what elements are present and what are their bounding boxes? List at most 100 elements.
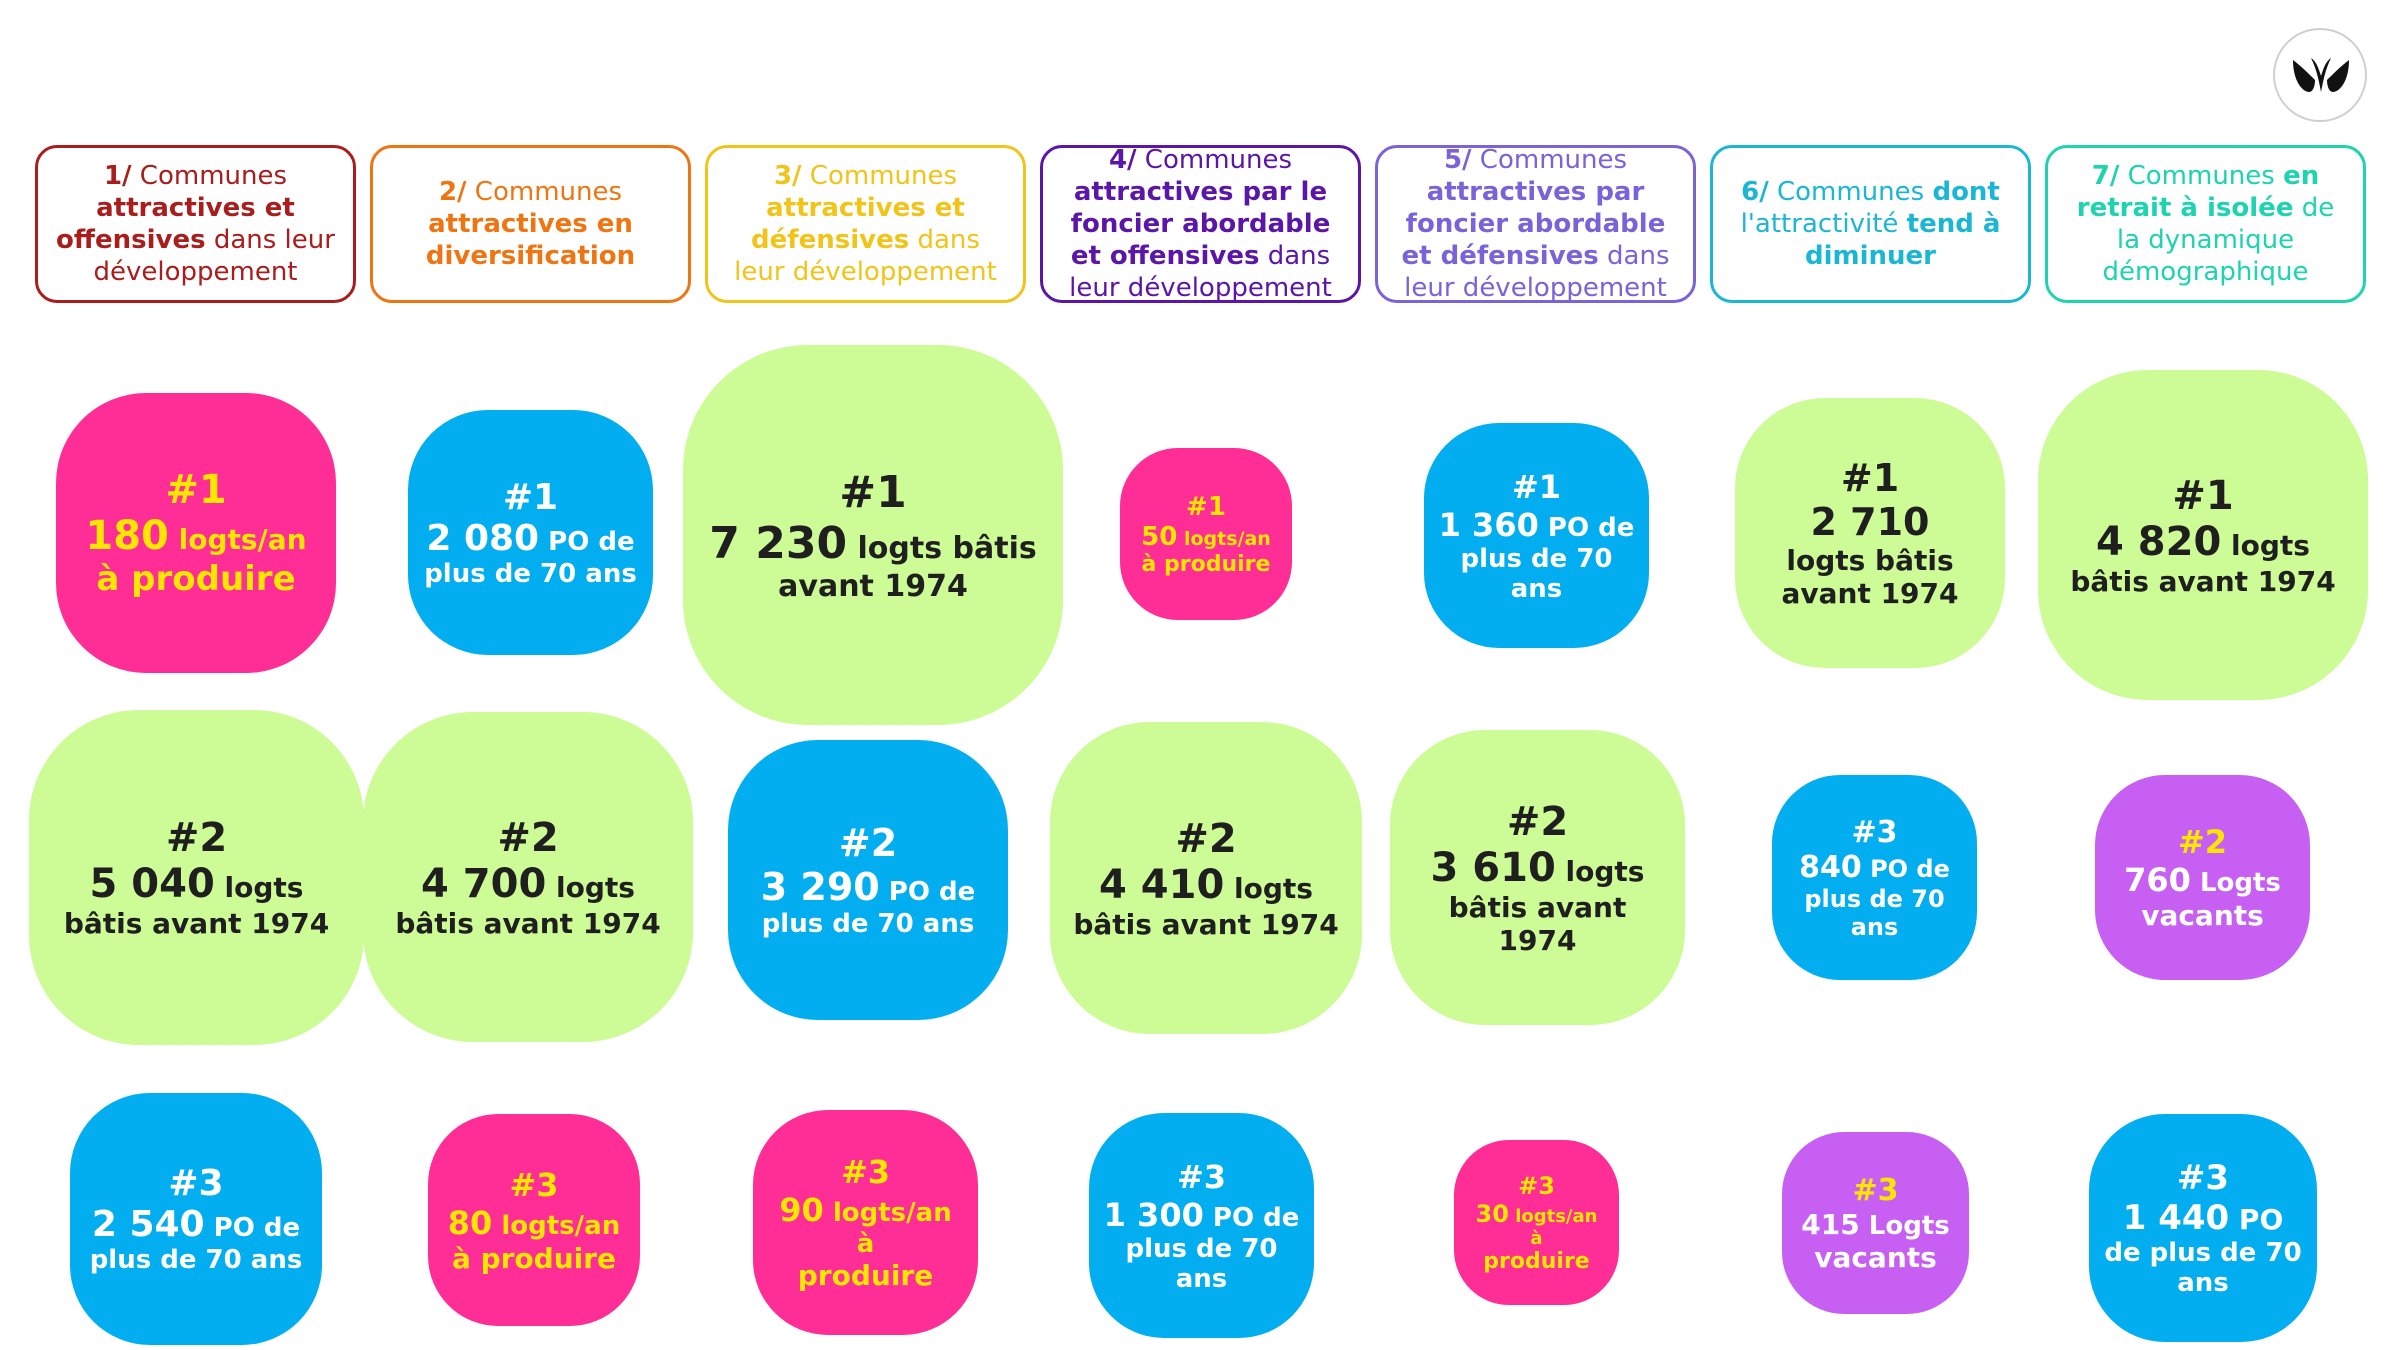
- bubble-rank: #2: [2177, 823, 2228, 861]
- bubble-c2-r3: #3 80 logts/an à produire: [428, 1114, 640, 1326]
- category-header-3: 3/ Communes attractives et défensives da…: [705, 145, 1026, 303]
- bubble-unit: Logts: [1859, 1210, 1950, 1241]
- bubble-value: 415: [1801, 1207, 1860, 1241]
- bubble-c7-r3: #3 1 440 PO de plus de 70 ans: [2089, 1114, 2317, 1342]
- bubble-line2: à produire: [96, 559, 296, 599]
- bubble-c1-r2: #2 5 040 logts bâtis avant 1974: [29, 710, 364, 1045]
- bubble-c2-r2: #2 4 700 logts bâtis avant 1974: [363, 712, 693, 1042]
- bubble-line2: vacants: [2141, 899, 2264, 932]
- bubble-unit: logts/an: [168, 523, 307, 556]
- bubble-rank: #1: [1186, 491, 1226, 522]
- bubble-unit: logts: [214, 871, 304, 904]
- bubble-c3-r1: #1 7 230 logts bâtis avant 1974: [683, 345, 1063, 725]
- bubble-value: 4 820: [2096, 518, 2222, 565]
- bubble-rank: #3: [1518, 1171, 1555, 1200]
- bubble-rank: #3: [1176, 1157, 1227, 1196]
- bubble-line2: plus de 70 ans: [761, 909, 975, 939]
- category-header-6: 6/ Communes dont l'attractivité tend à d…: [1710, 145, 2031, 303]
- bubble-line3: ans: [1175, 1263, 1228, 1294]
- bubble-value: 4 410: [1099, 861, 1225, 908]
- bubble-rank: #2: [1506, 798, 1569, 845]
- bubble-rank: #1: [502, 476, 559, 518]
- bubble-unit: logts/an: [1177, 527, 1271, 550]
- bubble-value: 760: [2124, 861, 2191, 899]
- bubble-c3-r2: #2 3 290 PO de plus de 70 ans: [728, 740, 1008, 1020]
- bubble-c1-r3: #3 2 540 PO de plus de 70 ans: [70, 1093, 322, 1345]
- bubble-value: 30: [1475, 1199, 1509, 1228]
- bubble-line2: bâtis avant 1974: [395, 906, 661, 940]
- bubble-c2-r1: #1 2 080 PO de plus de 70 ans: [408, 410, 653, 655]
- bubble-rank: #1: [839, 466, 907, 518]
- bubble-rank: #3: [168, 1163, 224, 1204]
- bubble-rank: #1: [165, 467, 227, 513]
- bubble-value: 7 230: [709, 517, 848, 569]
- bubble-unit: logts: [1224, 871, 1313, 905]
- bubble-unit: logts bâtis: [847, 530, 1037, 566]
- category-header-1: 1/ Communes attractives et offensives da…: [35, 145, 356, 303]
- bubble-unit: logts: [546, 870, 635, 904]
- bubble-unit: PO de: [539, 526, 635, 557]
- bubble-rank: #1: [2172, 472, 2234, 519]
- bubble-value: 840: [1799, 849, 1862, 885]
- bubble-value: 3 610: [1430, 844, 1556, 891]
- bubble-value: 3 290: [760, 865, 880, 909]
- bubble-c5-r1: #1 1 360 PO de plus de 70 ans: [1424, 423, 1649, 648]
- bubble-unit: Logts: [2190, 868, 2281, 898]
- bubble-rank: #1: [1511, 467, 1562, 506]
- bubble-rank: #2: [838, 821, 898, 865]
- bubble-c1-r1: #1 180 logts/an à produire: [56, 393, 336, 673]
- bubble-rank: #2: [1175, 815, 1237, 862]
- bubble-c6-r2: #3 840 PO de plus de 70 ans: [1772, 775, 1977, 980]
- bubble-c6-r1: #1 2 710 logts bâtis avant 1974: [1735, 398, 2005, 668]
- bubble-line2: plus de 70 ans: [424, 558, 637, 589]
- bubble-value: 4 700: [421, 860, 547, 907]
- bubble-line3: ans: [1850, 912, 1899, 941]
- bubble-rank: #2: [165, 815, 228, 861]
- bubble-line2: à produire: [451, 1241, 617, 1275]
- bubble-unit: PO: [2229, 1203, 2284, 1236]
- bubble-line3: 1974: [1498, 923, 1577, 957]
- bubble-line2: bâtis avant 1974: [1073, 907, 1339, 941]
- bubble-rank: #3: [2176, 1158, 2230, 1198]
- bubble-line2: plus de 70 ans: [89, 1245, 303, 1275]
- bubble-line2: vacants: [1814, 1240, 1937, 1274]
- bubble-rank: #3: [840, 1153, 891, 1191]
- bubble-value: 1 360: [1438, 505, 1539, 544]
- bubble-c4-r1: #1 50 logts/an à produire: [1120, 448, 1292, 620]
- bubble-rank: #1: [1840, 456, 1900, 500]
- bubble-line3: ans: [2177, 1268, 2229, 1298]
- bubble-value: 50: [1141, 521, 1178, 552]
- bubble-line3: ans: [1510, 573, 1563, 604]
- bubble-unit: logts: [1555, 854, 1645, 888]
- bubble-line2: de plus de 70: [2104, 1238, 2302, 1268]
- bubble-rank: #3: [509, 1165, 559, 1204]
- bubble-c6-r3: #3 415 Logts vacants: [1782, 1132, 1969, 1314]
- bubble-unit: PO de: [1538, 512, 1635, 543]
- bubble-unit: logts: [2221, 528, 2310, 562]
- bubble-line2: plus de 70: [1125, 1233, 1278, 1264]
- bubble-value: 180: [85, 513, 169, 559]
- bubble-value: 90: [779, 1191, 824, 1229]
- category-header-5: 5/ Communes attractives par foncier abor…: [1375, 145, 1696, 303]
- bubble-rank: #3: [1851, 814, 1898, 850]
- bubble-line2: produire: [1483, 1248, 1590, 1274]
- bubble-value: 2 080: [426, 517, 540, 559]
- bubble-c7-r2: #2 760 Logts vacants: [2095, 775, 2310, 980]
- bubble-unit: PO de: [1861, 854, 1950, 883]
- bubble-rank: #3: [1852, 1172, 1899, 1208]
- bubble-value: 2 710: [1810, 500, 1930, 544]
- bubble-line2: plus de 70: [1804, 884, 1945, 913]
- bubble-c4-r3: #3 1 300 PO de plus de 70 ans: [1089, 1113, 1314, 1338]
- bubble-unit: PO de: [204, 1213, 301, 1243]
- bubble-value: 5 040: [89, 861, 215, 907]
- bubble-value: 1 300: [1103, 1195, 1204, 1234]
- bubble-line3: avant 1974: [1781, 577, 1959, 610]
- brand-logo: [2273, 28, 2367, 122]
- bubble-line2: bâtis avant 1974: [63, 907, 330, 940]
- bubble-unit: logts/an: [492, 1210, 621, 1241]
- bubble-unit: logts/an à: [1508, 1205, 1598, 1249]
- bubble-value: 1 440: [2122, 1198, 2230, 1238]
- leaf-logo-icon: [2293, 58, 2349, 92]
- bubble-value: 80: [447, 1203, 493, 1242]
- bubble-unit: PO de: [879, 877, 976, 907]
